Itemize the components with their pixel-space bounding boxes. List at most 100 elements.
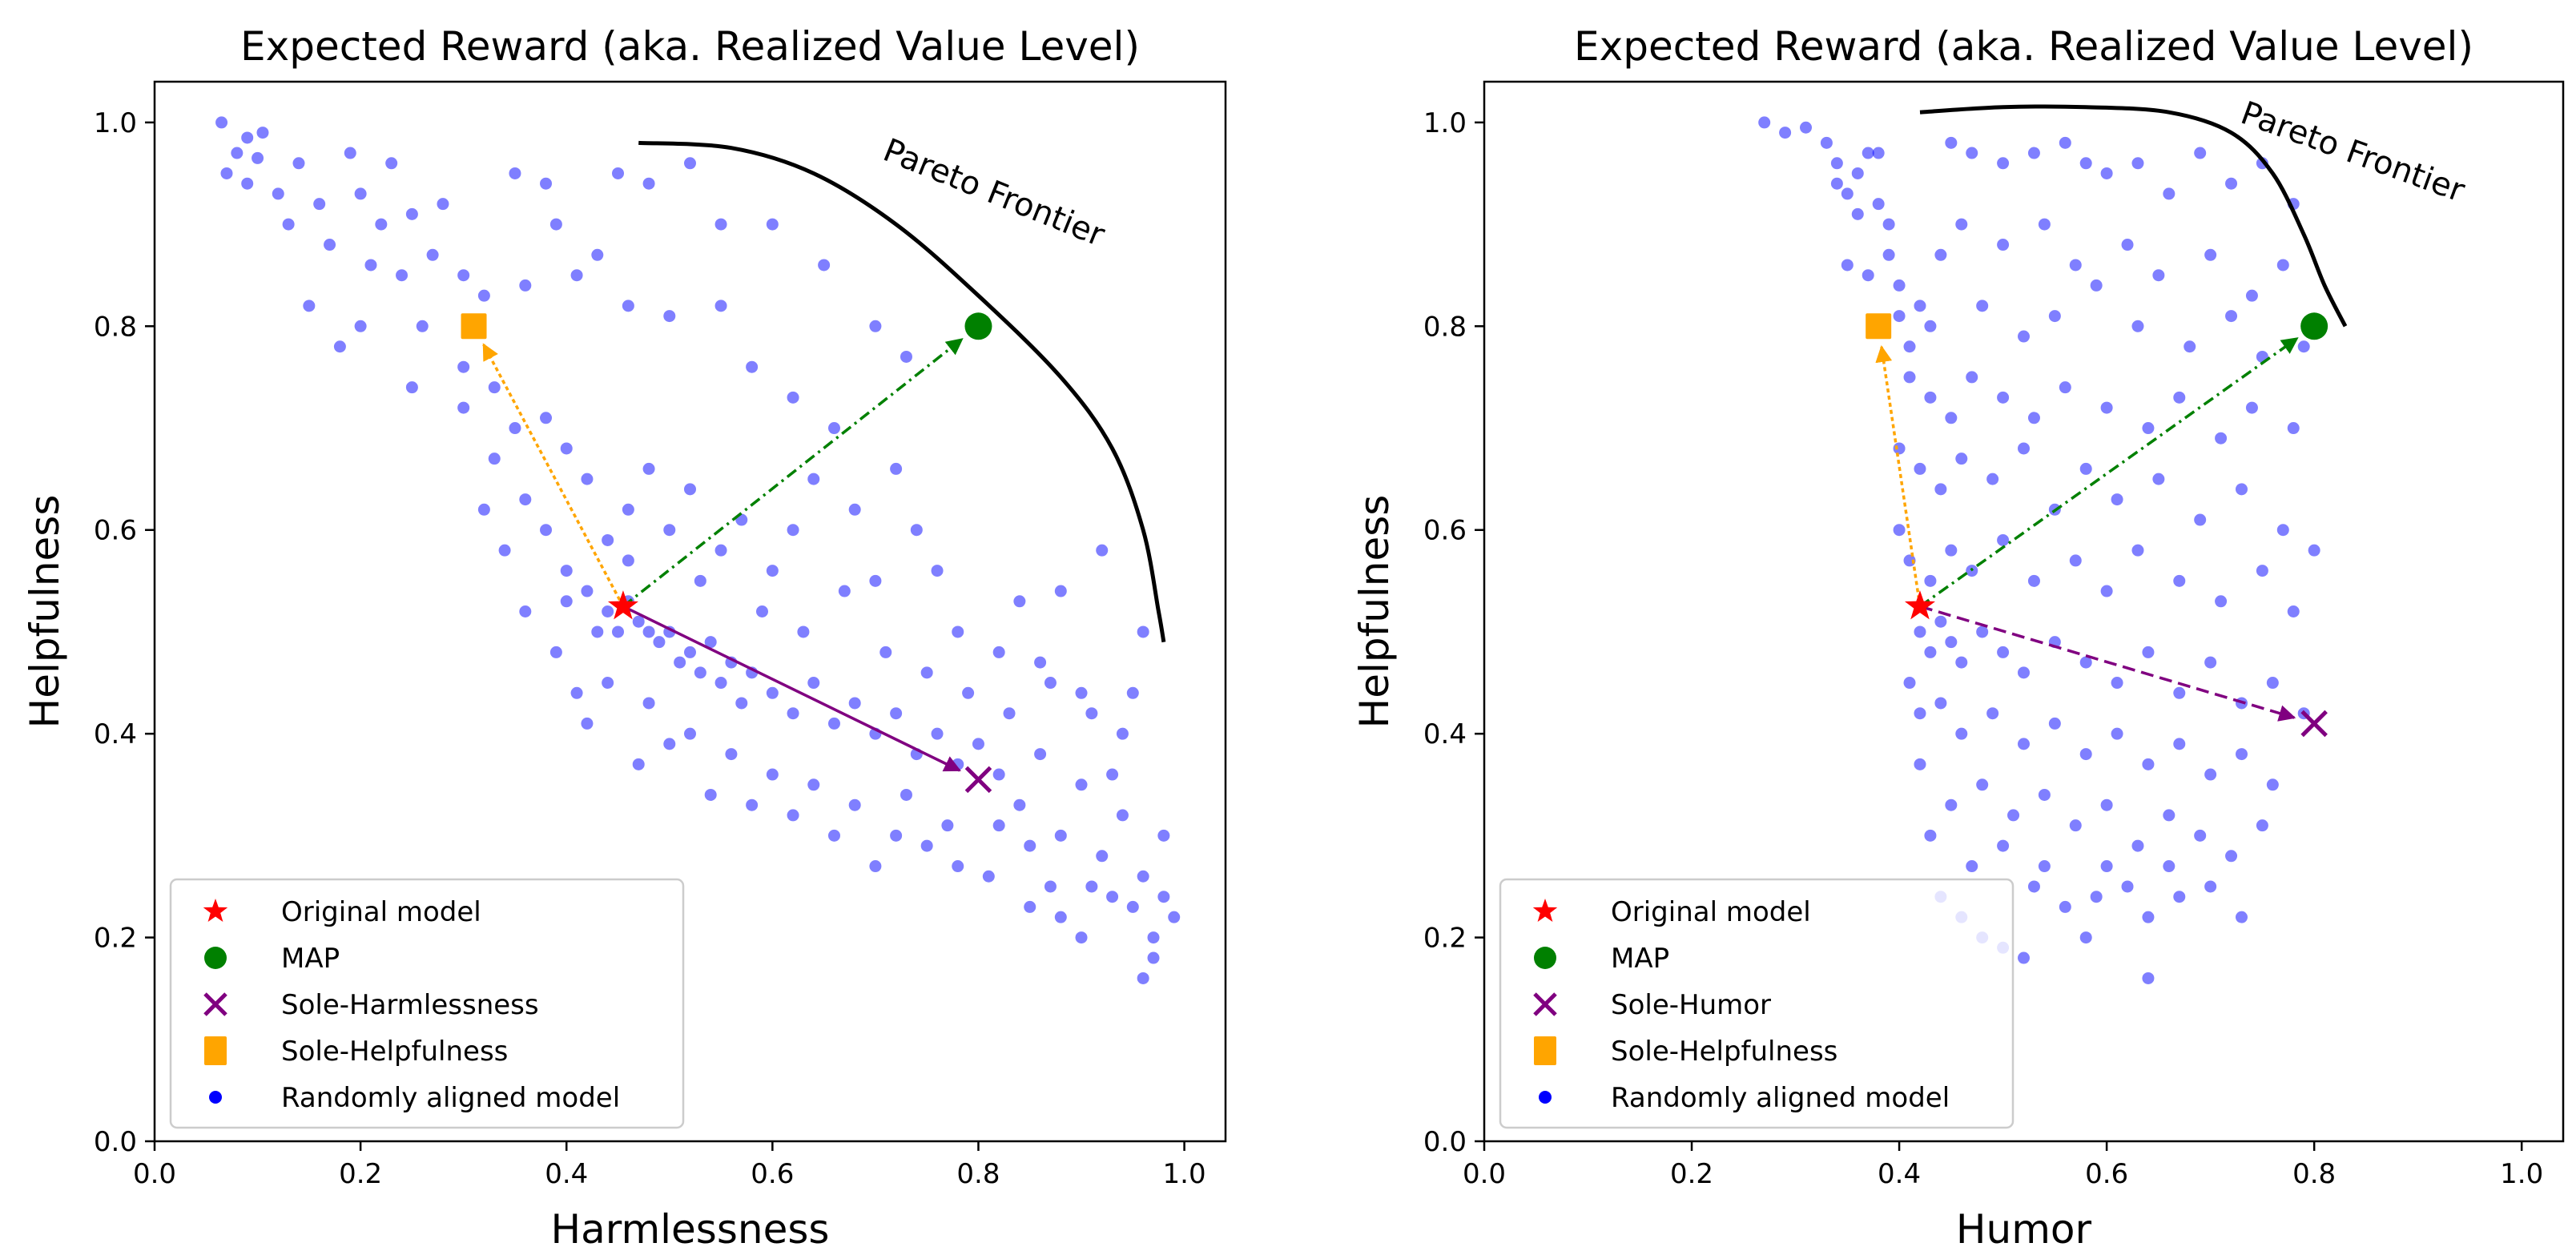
random-point bbox=[477, 289, 490, 302]
random-point bbox=[714, 300, 727, 312]
x-tick-label: 1.0 bbox=[2500, 1158, 2543, 1190]
random-point bbox=[1820, 136, 1833, 149]
x-tick-label: 0.2 bbox=[1670, 1158, 1713, 1190]
random-point bbox=[1147, 931, 1160, 944]
random-point bbox=[457, 401, 470, 414]
random-point bbox=[2225, 177, 2238, 190]
random-point bbox=[215, 116, 228, 129]
map-marker bbox=[964, 312, 992, 340]
random-point bbox=[663, 524, 676, 537]
random-point bbox=[241, 177, 254, 190]
random-point bbox=[755, 605, 768, 617]
random-point bbox=[2276, 259, 2289, 272]
random-point bbox=[2204, 248, 2217, 261]
random-point bbox=[1147, 951, 1160, 964]
random-point bbox=[549, 218, 562, 231]
legend-label: Original model bbox=[281, 896, 481, 928]
legend-dot-icon bbox=[1539, 1091, 1552, 1104]
random-point bbox=[807, 677, 820, 690]
random-point bbox=[1924, 829, 1937, 842]
random-point bbox=[1945, 412, 1958, 424]
random-point bbox=[457, 269, 470, 282]
random-point bbox=[354, 320, 367, 332]
random-point bbox=[2079, 931, 2092, 944]
y-tick-label: 0.2 bbox=[94, 923, 137, 955]
random-point bbox=[2308, 544, 2320, 557]
x-tick-label: 0.4 bbox=[545, 1158, 588, 1190]
random-point bbox=[2111, 727, 2123, 740]
random-point bbox=[1054, 829, 1067, 842]
random-point bbox=[581, 473, 594, 485]
random-point bbox=[818, 259, 831, 272]
random-point bbox=[2038, 788, 2051, 801]
random-point bbox=[1903, 340, 1916, 353]
sole-objective-marker bbox=[2300, 710, 2328, 738]
random-point bbox=[477, 503, 490, 516]
random-point bbox=[560, 595, 573, 608]
legend-label: Randomly aligned model bbox=[281, 1082, 620, 1114]
random-point bbox=[787, 707, 799, 720]
random-point bbox=[1997, 533, 2010, 546]
random-point bbox=[1851, 167, 1864, 179]
random-point bbox=[2069, 259, 2082, 272]
random-point bbox=[1044, 880, 1057, 893]
random-point bbox=[694, 666, 706, 679]
random-point bbox=[890, 829, 903, 842]
random-point bbox=[1034, 748, 1047, 761]
random-point bbox=[910, 524, 923, 537]
random-point bbox=[1914, 758, 1926, 770]
random-point bbox=[807, 473, 820, 485]
random-point bbox=[241, 131, 254, 144]
random-point bbox=[1924, 320, 1937, 332]
random-point bbox=[1986, 473, 1999, 485]
random-point bbox=[2079, 462, 2092, 475]
random-point bbox=[1966, 860, 1978, 873]
random-point bbox=[642, 177, 655, 190]
legend-star-icon bbox=[203, 899, 228, 922]
random-point bbox=[1997, 157, 2010, 170]
random-point bbox=[1986, 707, 1999, 720]
random-point bbox=[2152, 473, 2165, 485]
random-point bbox=[591, 625, 604, 638]
random-point bbox=[931, 565, 944, 577]
random-point bbox=[746, 798, 759, 811]
legend-circle-icon bbox=[204, 947, 227, 969]
random-point bbox=[2038, 860, 2051, 873]
random-point bbox=[591, 248, 604, 261]
random-point bbox=[2204, 768, 2217, 781]
arrow-original-to-sole_x bbox=[622, 605, 961, 772]
random-point bbox=[1893, 279, 1906, 292]
legend-square-icon bbox=[1534, 1036, 1556, 1065]
random-point bbox=[2100, 401, 2113, 414]
random-point bbox=[2215, 595, 2228, 608]
random-point bbox=[642, 462, 655, 475]
random-point bbox=[488, 381, 501, 394]
legend-label: Sole-Helpfulness bbox=[1611, 1036, 1837, 1068]
random-point bbox=[2079, 748, 2092, 761]
random-point bbox=[1137, 971, 1149, 984]
random-point bbox=[1882, 218, 1895, 231]
random-point bbox=[2142, 911, 2155, 923]
random-point bbox=[1758, 116, 1771, 129]
random-point bbox=[838, 585, 851, 597]
random-point bbox=[1003, 707, 1016, 720]
random-point bbox=[1116, 727, 1129, 740]
random-point bbox=[2256, 819, 2268, 832]
random-point bbox=[1054, 585, 1067, 597]
random-point bbox=[1106, 891, 1119, 903]
random-point bbox=[1934, 615, 1947, 628]
random-point bbox=[2131, 320, 2144, 332]
random-point bbox=[1085, 880, 1098, 893]
random-point bbox=[1914, 300, 1926, 312]
random-point bbox=[714, 544, 727, 557]
random-point bbox=[1872, 198, 1885, 211]
random-point bbox=[612, 167, 625, 179]
pareto-frontier-curve bbox=[1919, 104, 2348, 328]
random-point bbox=[1168, 911, 1181, 923]
random-point bbox=[1997, 646, 2010, 658]
random-point bbox=[1779, 127, 1792, 139]
random-point bbox=[344, 147, 356, 159]
random-point bbox=[2131, 157, 2144, 170]
y-tick-label: 0.4 bbox=[94, 718, 137, 750]
sole-helpfulness-marker bbox=[1866, 313, 1892, 340]
